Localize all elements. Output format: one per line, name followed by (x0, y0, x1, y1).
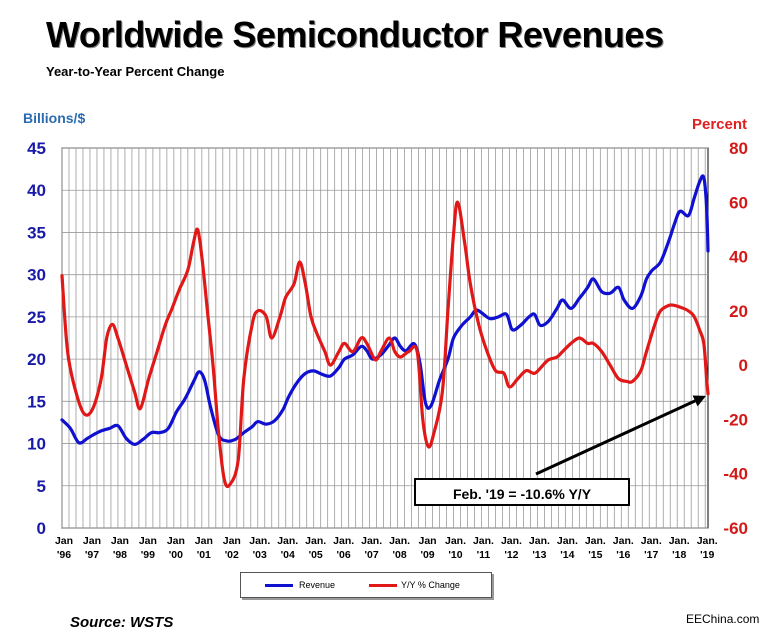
x-tick-label-month: Jan. (529, 535, 550, 547)
source-note: Source: WSTS (70, 614, 174, 631)
x-tick-label-year: '02 (225, 549, 239, 561)
x-tick-label-year: '06 (337, 549, 351, 561)
legend-swatch-yy-change (369, 584, 397, 587)
x-tick-label-year: '99 (141, 549, 155, 561)
y-tick-label-right: 0 (739, 356, 748, 375)
x-tick-label-year: '15 (588, 549, 602, 561)
x-tick-label-year: '97 (85, 549, 99, 561)
x-tick-label-year: '14 (560, 549, 574, 561)
x-tick-label-month: Jan. (501, 535, 522, 547)
x-tick-label-month: Jan. (697, 535, 718, 547)
watermark: EEChina.com (686, 612, 760, 626)
legend-label-yy-change: Y/Y % Change (401, 580, 460, 590)
annotation-box: Feb. '19 = -10.6% Y/Y (414, 478, 630, 506)
x-tick-label-month: Jan. (613, 535, 634, 547)
annotation-arrow-line (535, 399, 696, 476)
x-tick-label-month: Jan. (277, 535, 298, 547)
x-tick-label-year: '10 (448, 549, 462, 561)
x-tick-label-year: '01 (197, 549, 211, 561)
y-tick-label-right: 60 (729, 193, 748, 212)
x-tick-label-month: Jan. (669, 535, 690, 547)
y-tick-label-right: 20 (729, 302, 748, 321)
x-tick-label-year: '18 (672, 549, 686, 561)
y-tick-label-right: 40 (729, 248, 748, 267)
x-tick-label-month: Jan. (361, 535, 382, 547)
y-tick-label-right: -40 (723, 465, 748, 484)
x-tick-label-month: Jan. (445, 535, 466, 547)
y-tick-label-right: -20 (723, 410, 748, 429)
y-tick-label-left: 15 (27, 392, 46, 411)
legend-swatch-revenue (265, 584, 293, 587)
y-tick-label-right: 80 (729, 139, 748, 158)
legend-label-revenue: Revenue (299, 580, 336, 590)
x-tick-label-month: Jan. (585, 535, 606, 547)
x-tick-label-month: Jan. (557, 535, 578, 547)
annotation-arrow-head (692, 395, 706, 407)
series-line-revenue (60, 174, 710, 446)
x-tick-label-year: '17 (644, 549, 658, 561)
chart-subtitle: Year-to-Year Percent Change (46, 64, 225, 79)
x-tick-label-year: '08 (392, 549, 406, 561)
x-tick-label-year: '11 (477, 549, 491, 561)
y-tick-label-left: 45 (27, 139, 46, 158)
y-tick-label-left: 0 (37, 519, 46, 538)
x-tick-label-month: Jan. (333, 535, 354, 547)
x-tick-label-month: Jan. (305, 535, 326, 547)
x-tick-label-month: Jan. (249, 535, 270, 547)
x-tick-label-year: '05 (309, 549, 323, 561)
y-axis-label-right: Percent (692, 116, 748, 133)
series-lines (60, 174, 710, 489)
x-tick-label-month: Jan. (641, 535, 662, 547)
annotation-arrow (535, 395, 706, 476)
y-tick-label-left: 40 (27, 181, 46, 200)
x-tick-label-month: Jan (195, 535, 213, 547)
plot-frame (61, 147, 709, 529)
x-tick-label-month: Jan. (473, 535, 494, 547)
x-tick-label-year: '16 (616, 549, 630, 561)
x-tick-label-month: Jan (223, 535, 241, 547)
chart-title: Worldwide Semiconductor Revenues (46, 14, 664, 55)
x-tick-label-year: '03 (253, 549, 267, 561)
axes: 0 5 10 15 20 25 30 35 40 45 -60 -40 -20 0 20 40 60 80 Jan '… (27, 139, 748, 561)
x-tick-label-year: '12 (504, 549, 518, 561)
y-tick-label-left: 25 (27, 308, 46, 327)
y-tick-label-left: 35 (27, 223, 46, 242)
legend: Revenue Y/Y % Change (240, 572, 492, 598)
x-tick-label-year: '04 (281, 549, 295, 561)
y-tick-label-left: 20 (27, 350, 46, 369)
y-tick-label-left: 5 (37, 477, 46, 496)
x-tick-label-year: '07 (365, 549, 379, 561)
x-tick-label-year: '98 (113, 549, 127, 561)
x-tick-label-year: '09 (420, 549, 434, 561)
x-tick-label-year: '19 (700, 549, 714, 561)
x-tick-label-year: '00 (169, 549, 183, 561)
x-tick-label-month: Jan (167, 535, 185, 547)
x-tick-label-month: Jan. (389, 535, 410, 547)
y-axis-label-left: Billions/$ (23, 110, 86, 126)
x-tick-label-year: '13 (532, 549, 546, 561)
x-tick-label-month: Jan (55, 535, 73, 547)
series-line-yy-change (60, 200, 710, 489)
x-tick-label-month: Jan (419, 535, 437, 547)
x-tick-label-month: Jan (139, 535, 157, 547)
y-tick-label-right: -60 (723, 519, 748, 538)
x-tick-label-month: Jan (83, 535, 101, 547)
y-tick-label-left: 10 (27, 435, 46, 454)
grid (61, 147, 709, 529)
x-tick-label-month: Jan (111, 535, 129, 547)
x-tick-label-year: '96 (57, 549, 71, 561)
y-tick-label-left: 30 (27, 266, 46, 285)
